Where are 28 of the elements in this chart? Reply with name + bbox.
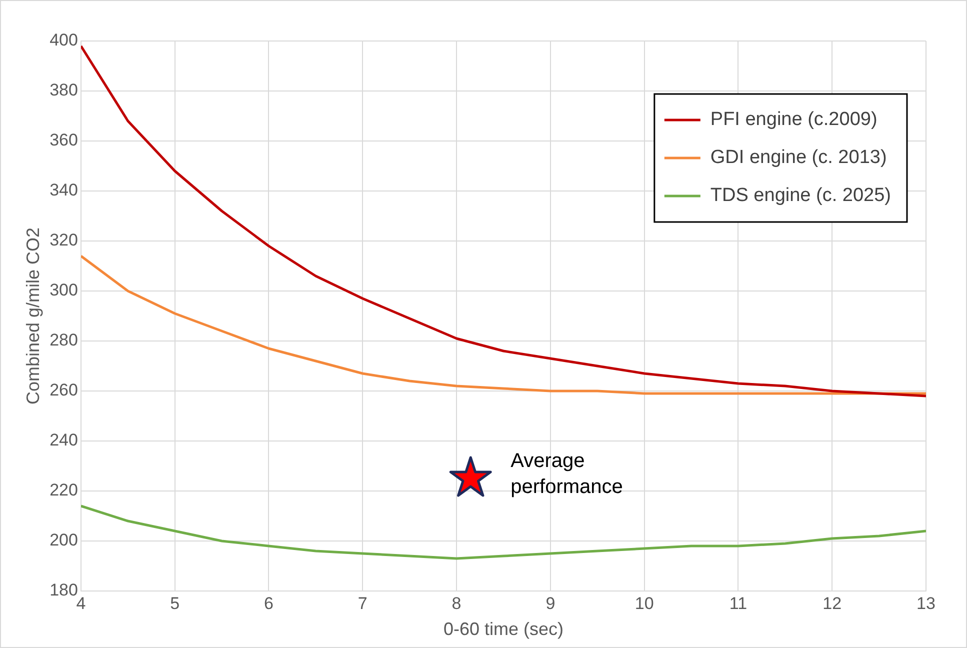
x-tick-label: 7 (358, 594, 368, 613)
x-tick-label: 6 (264, 594, 274, 613)
y-tick-label: 220 (50, 480, 78, 500)
y-tick-label: 280 (50, 330, 78, 350)
y-tick-label: 380 (50, 80, 78, 100)
x-tick-label: 12 (822, 594, 842, 613)
x-tick-label: 13 (916, 594, 936, 613)
y-tick-label: 320 (50, 230, 78, 250)
y-tick-label: 260 (50, 380, 78, 400)
x-tick-label: 5 (170, 594, 180, 613)
y-tick-label: 400 (50, 30, 78, 50)
y-tick-label: 340 (50, 180, 78, 200)
y-tick-label: 240 (50, 430, 78, 450)
x-tick-label: 8 (452, 594, 462, 613)
x-tick-label: 9 (546, 594, 556, 613)
y-tick-label: 180 (50, 580, 78, 600)
y-axis-title: Combined g/mile CO2 (22, 227, 43, 405)
legend-label: PFI engine (c.2009) (710, 109, 878, 130)
legend-label: GDI engine (c. 2013) (710, 147, 887, 168)
x-tick-label: 11 (729, 594, 748, 613)
y-tick-label: 200 (50, 530, 78, 550)
legend-label: TDS engine (c. 2025) (710, 185, 891, 206)
x-tick-label: 4 (76, 594, 86, 613)
y-tick-label: 360 (50, 130, 78, 150)
x-axis-title: 0-60 time (sec) (443, 619, 564, 640)
annotation: Average performance (510, 450, 623, 498)
x-tick-label: 10 (634, 594, 654, 613)
y-tick-label: 300 (50, 280, 78, 300)
